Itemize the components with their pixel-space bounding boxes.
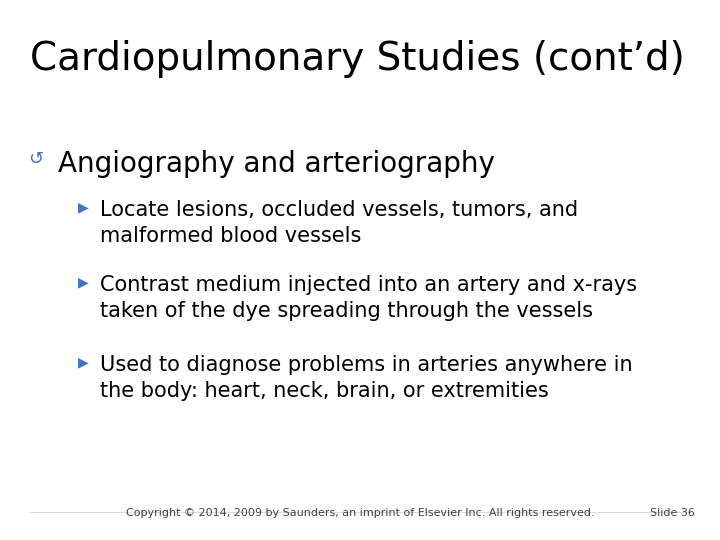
Text: ▶: ▶: [78, 200, 89, 214]
Text: Slide 36: Slide 36: [650, 508, 695, 518]
Text: Locate lesions, occluded vessels, tumors, and
malformed blood vessels: Locate lesions, occluded vessels, tumors…: [100, 200, 578, 246]
Text: ↺: ↺: [28, 150, 43, 168]
Text: Cardiopulmonary Studies (cont’d): Cardiopulmonary Studies (cont’d): [30, 40, 685, 78]
Text: Used to diagnose problems in arteries anywhere in
the body: heart, neck, brain, : Used to diagnose problems in arteries an…: [100, 355, 633, 401]
Text: Contrast medium injected into an artery and x-rays
taken of the dye spreading th: Contrast medium injected into an artery …: [100, 275, 637, 321]
Text: ▶: ▶: [78, 275, 89, 289]
Text: Angiography and arteriography: Angiography and arteriography: [58, 150, 495, 178]
Text: Copyright © 2014, 2009 by Saunders, an imprint of Elsevier Inc. All rights reser: Copyright © 2014, 2009 by Saunders, an i…: [126, 508, 594, 518]
Text: ▶: ▶: [78, 355, 89, 369]
